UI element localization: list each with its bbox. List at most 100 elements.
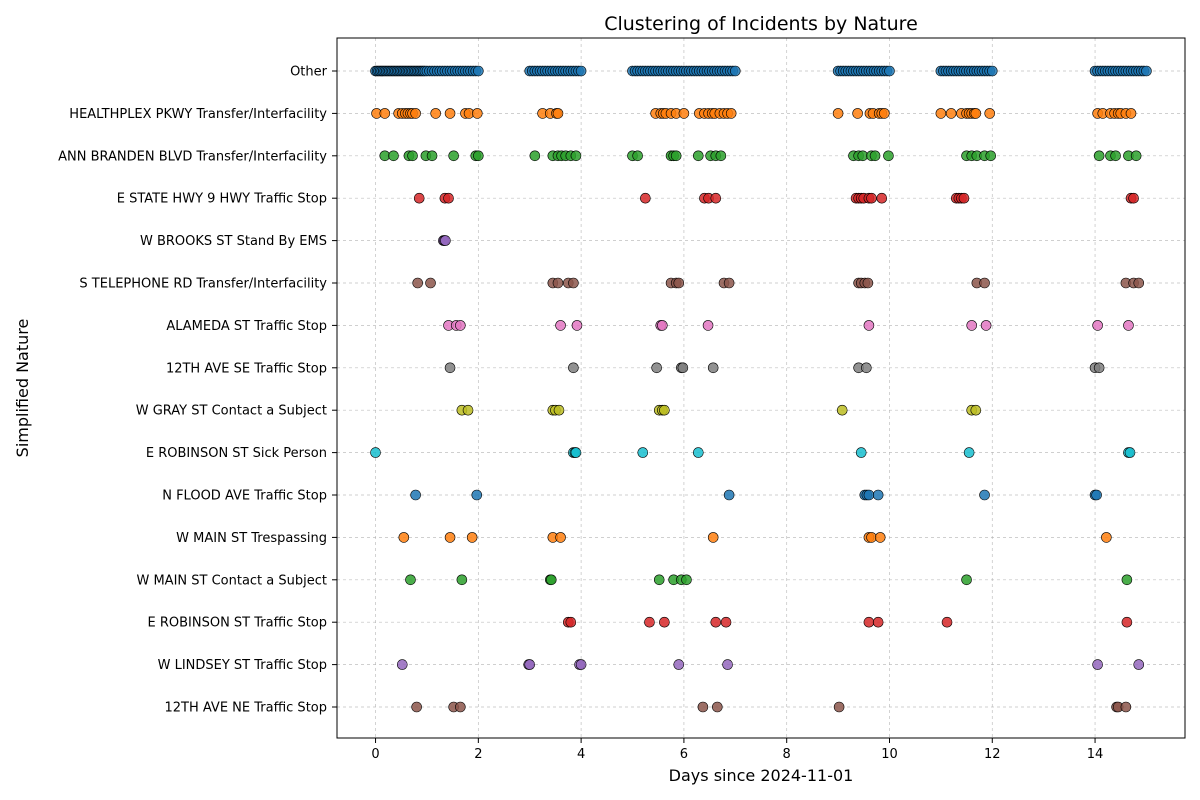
data-point [863, 489, 875, 501]
data-point [945, 108, 957, 119]
y-tick-label: ANN BRANDEN BLVD Transfer/Interfacility [58, 149, 327, 164]
y-tick-label: Other [290, 65, 328, 80]
data-point [673, 277, 685, 289]
series-group [413, 192, 1139, 204]
y-tick-label: S TELEPHONE RD Transfer/Interfacility [79, 277, 327, 292]
y-tick-label: N FLOOD AVE Traffic Stop [162, 489, 327, 504]
data-point [1130, 150, 1142, 162]
data-point [935, 108, 947, 119]
y-tick-label: W MAIN ST Contact a Subject [136, 573, 327, 588]
data-point [876, 192, 888, 204]
data-point [702, 320, 714, 331]
data-point [722, 659, 733, 670]
data-point [407, 150, 418, 162]
series-group [405, 574, 1133, 586]
data-point [697, 701, 709, 713]
data-point [692, 447, 704, 458]
data-point [1092, 320, 1103, 331]
data-point [879, 108, 890, 119]
data-point [692, 150, 704, 162]
data-point [707, 532, 719, 543]
data-point [861, 362, 872, 374]
data-point [730, 65, 741, 77]
data-point [836, 404, 848, 416]
x-tick-label: 6 [680, 747, 688, 762]
y-tick-label: 12TH AVE SE Traffic Stop [166, 361, 327, 376]
x-axis-title: Days since 2024-11-01 [669, 766, 854, 785]
data-point [471, 489, 483, 501]
data-point [1133, 277, 1145, 289]
data-point [678, 108, 690, 119]
data-point [565, 616, 577, 628]
y-tick-label: E ROBINSON ST Sick Person [146, 446, 327, 461]
data-point [872, 489, 884, 501]
y-tick-label: 12TH AVE NE Traffic Stop [164, 701, 327, 716]
data-point [379, 108, 391, 119]
data-point [979, 277, 990, 289]
data-point [963, 447, 975, 458]
data-point [410, 108, 421, 119]
data-point [970, 108, 982, 119]
data-point [961, 574, 972, 586]
data-point [723, 489, 735, 501]
data-point [723, 277, 735, 289]
data-point [657, 320, 668, 331]
data-point [725, 108, 737, 119]
data-point [1128, 192, 1139, 204]
data-point [832, 108, 844, 119]
data-point [448, 150, 459, 162]
series-group [456, 404, 982, 416]
data-point [370, 447, 381, 458]
data-point [552, 277, 564, 289]
data-point [575, 659, 587, 670]
data-point [571, 320, 583, 331]
y-tick-label: W LINDSEY ST Traffic Stop [158, 658, 327, 673]
series-group [444, 362, 1105, 374]
y-tick-label: W MAIN ST Trespassing [176, 531, 327, 546]
data-point [568, 277, 579, 289]
data-point [941, 616, 953, 628]
data-point [444, 532, 456, 543]
data-point [644, 616, 655, 628]
x-tick-label: 0 [371, 747, 379, 762]
data-point [1141, 65, 1152, 77]
series-group [443, 320, 1134, 331]
data-point [651, 362, 662, 374]
data-point [1125, 108, 1137, 119]
y-tick-label: ALAMEDA ST Traffic Stop [166, 319, 327, 334]
data-point [411, 701, 422, 713]
y-tick-label: E STATE HWY 9 HWY Traffic Stop [117, 192, 327, 207]
data-point [425, 277, 436, 289]
data-point [1091, 489, 1102, 501]
y-tick-label: W BROOKS ST Stand By EMS [140, 234, 327, 249]
x-tick-label: 10 [881, 747, 898, 762]
data-point [440, 235, 451, 246]
data-point [398, 532, 410, 543]
series-group [370, 65, 1152, 77]
data-point [970, 404, 982, 416]
data-point [1093, 150, 1105, 162]
data-point [455, 701, 466, 713]
data-point [396, 659, 408, 670]
data-point [884, 65, 895, 77]
data-point [980, 320, 992, 331]
grid-layer [337, 38, 1185, 738]
series-group [411, 701, 1132, 713]
data-point [1133, 659, 1145, 670]
data-point [985, 150, 997, 162]
data-point [852, 108, 863, 119]
series-group [410, 489, 1102, 501]
data-point [673, 659, 685, 670]
data-point [1092, 659, 1103, 670]
data-point [444, 362, 456, 374]
series-group [398, 532, 1112, 543]
data-point [524, 659, 536, 670]
data-point [712, 701, 723, 713]
data-point [710, 616, 722, 628]
data-point [553, 404, 565, 416]
data-point [443, 192, 454, 204]
series-group [396, 659, 1145, 670]
data-point [855, 447, 867, 458]
data-point [869, 150, 881, 162]
data-point [555, 320, 566, 331]
